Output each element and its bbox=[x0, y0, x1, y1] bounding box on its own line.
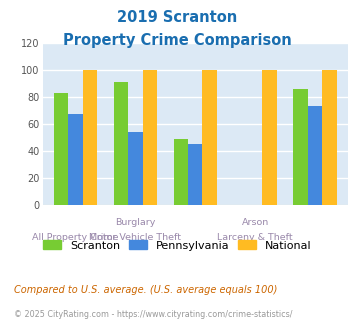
Text: Property Crime Comparison: Property Crime Comparison bbox=[63, 33, 292, 48]
Bar bbox=[54, 93, 69, 205]
Bar bbox=[114, 82, 128, 205]
Text: Burglary: Burglary bbox=[115, 218, 155, 227]
Text: © 2025 CityRating.com - https://www.cityrating.com/crime-statistics/: © 2025 CityRating.com - https://www.city… bbox=[14, 310, 293, 318]
Bar bbox=[308, 106, 322, 205]
Bar bbox=[69, 114, 83, 205]
Text: Motor Vehicle Theft: Motor Vehicle Theft bbox=[89, 233, 181, 242]
Text: Arson: Arson bbox=[241, 218, 269, 227]
Bar bbox=[174, 139, 188, 205]
Bar bbox=[128, 132, 143, 205]
Bar bbox=[83, 70, 97, 205]
Bar bbox=[294, 89, 308, 205]
Bar bbox=[202, 70, 217, 205]
Text: 2019 Scranton: 2019 Scranton bbox=[118, 10, 237, 25]
Legend: Scranton, Pennsylvania, National: Scranton, Pennsylvania, National bbox=[39, 236, 316, 255]
Bar bbox=[262, 70, 277, 205]
Bar bbox=[322, 70, 337, 205]
Bar bbox=[143, 70, 157, 205]
Text: Larceny & Theft: Larceny & Theft bbox=[217, 233, 293, 242]
Text: Compared to U.S. average. (U.S. average equals 100): Compared to U.S. average. (U.S. average … bbox=[14, 285, 278, 295]
Text: All Property Crime: All Property Crime bbox=[32, 233, 119, 242]
Bar bbox=[188, 144, 202, 205]
